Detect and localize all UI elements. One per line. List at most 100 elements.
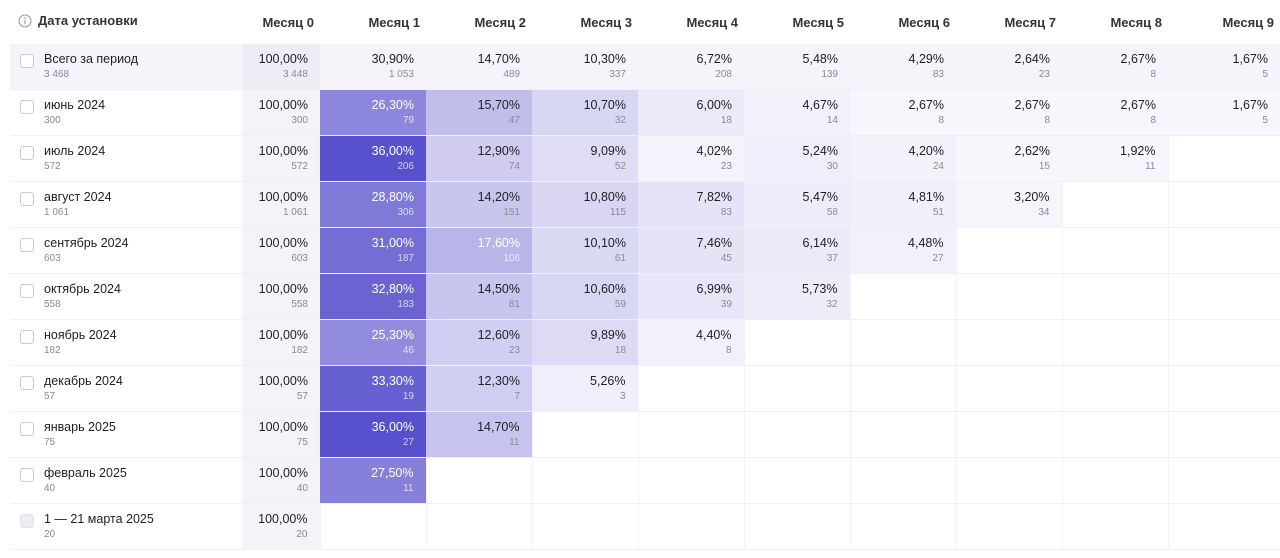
retention-cell[interactable]: 14,50% 81 [426,273,532,320]
row-checkbox[interactable] [20,146,34,160]
retention-cell[interactable]: 5,26% 3 [532,365,638,412]
retention-cell[interactable]: 6,14% 37 [744,227,850,274]
retention-cell[interactable]: 28,80% 306 [320,181,426,228]
retention-cell[interactable]: 5,73% 32 [744,273,850,320]
retention-cell[interactable]: 9,09% 52 [532,135,638,182]
month-header[interactable]: Месяц 9 [1222,14,1274,30]
retention-cell[interactable]: 10,60% 59 [532,273,638,320]
retention-cell[interactable]: 100,00% 558 [242,273,320,320]
row-checkbox[interactable] [20,54,34,68]
month-header[interactable]: Месяц 2 [474,14,526,30]
retention-cell[interactable]: 10,80% 115 [532,181,638,228]
retention-cell[interactable]: 3,20% 34 [956,181,1062,228]
retention-cell[interactable]: 31,00% 187 [320,227,426,274]
cohort-row[interactable]: сентябрь 2024 603 100,00% 603 31,00% 187 17,60… [10,227,1280,274]
install-date-header[interactable]: Дата установки [10,0,242,44]
retention-cell[interactable]: 5,48% 139 [744,44,850,90]
retention-cell[interactable]: 4,48% 27 [850,227,956,274]
retention-cell[interactable]: 10,70% 32 [532,89,638,136]
cohort-row[interactable]: январь 2025 75 100,00% 75 36,00% 27 14,70% 11 [10,411,1280,458]
retention-cell[interactable]: 26,30% 79 [320,89,426,136]
cohort-row[interactable]: июнь 2024 300 100,00% 300 26,30% 79 15,70% 47 10… [10,89,1280,136]
cohort-row[interactable]: июль 2024 572 100,00% 572 36,00% 206 12,90% 74 9… [10,135,1280,182]
retention-cell[interactable]: 2,67% 8 [956,89,1062,136]
retention-cell[interactable]: 100,00% 572 [242,135,320,182]
month-header[interactable]: Месяц 4 [686,14,738,30]
month-header[interactable]: Месяц 0 [262,14,314,30]
month-header[interactable]: Месяц 3 [580,14,632,30]
retention-cell[interactable]: 100,00% 20 [242,503,320,550]
retention-cell[interactable]: 10,30% 337 [532,44,638,90]
retention-cell[interactable]: 6,99% 39 [638,273,744,320]
retention-cell[interactable]: 9,89% 18 [532,319,638,366]
cohort-row[interactable]: октябрь 2024 558 100,00% 558 32,80% 183 14,50%… [10,273,1280,320]
retention-cell[interactable]: 4,81% 51 [850,181,956,228]
retention-cell[interactable]: 4,02% 23 [638,135,744,182]
row-checkbox[interactable] [20,330,34,344]
retention-cell[interactable]: 33,30% 19 [320,365,426,412]
retention-cell[interactable]: 14,70% 11 [426,411,532,458]
retention-cell[interactable]: 30,90% 1 053 [320,44,426,90]
month-header[interactable]: Месяц 1 [368,14,420,30]
total-row[interactable]: Всего за период 3 468 100,00% 3 448 30,90% 1 … [10,44,1280,90]
retention-cell[interactable]: 2,64% 23 [956,44,1062,90]
retention-cell[interactable]: 6,72% 208 [638,44,744,90]
month-header[interactable]: Месяц 6 [898,14,950,30]
row-checkbox[interactable] [20,100,34,114]
retention-cell[interactable]: 1,67% 5 [1168,89,1280,136]
retention-cell[interactable]: 10,10% 61 [532,227,638,274]
cohort-row[interactable]: 1 — 21 марта 2025 20 100,00% 20 [10,503,1280,550]
retention-cell[interactable]: 100,00% 75 [242,411,320,458]
retention-cell[interactable]: 100,00% 3 448 [242,44,320,90]
retention-cell[interactable]: 7,46% 45 [638,227,744,274]
retention-cell[interactable]: 4,29% 83 [850,44,956,90]
row-checkbox[interactable] [20,238,34,252]
retention-cell[interactable]: 15,70% 47 [426,89,532,136]
row-checkbox[interactable] [20,376,34,390]
row-checkbox[interactable] [20,192,34,206]
cohort-row[interactable]: февраль 2025 40 100,00% 40 27,50% 11 [10,457,1280,504]
cohort-row[interactable]: август 2024 1 061 100,00% 1 061 28,80% 306 14,… [10,181,1280,228]
retention-cell[interactable]: 12,30% 7 [426,365,532,412]
retention-cell[interactable]: 2,67% 8 [1062,44,1168,90]
retention-cell[interactable]: 17,60% 106 [426,227,532,274]
cohort-row[interactable]: ноябрь 2024 182 100,00% 182 25,30% 46 12,60% 23… [10,319,1280,366]
row-checkbox[interactable] [20,422,34,436]
cohort-name: декабрь 2024 [44,374,123,388]
retention-cell[interactable]: 1,67% 5 [1168,44,1280,90]
retention-cell[interactable]: 14,20% 151 [426,181,532,228]
retention-cell[interactable]: 5,47% 58 [744,181,850,228]
month-header[interactable]: Месяц 8 [1110,14,1162,30]
retention-cell[interactable]: 6,00% 18 [638,89,744,136]
retention-cell[interactable]: 100,00% 57 [242,365,320,412]
retention-cell[interactable]: 32,80% 183 [320,273,426,320]
row-checkbox[interactable] [20,468,34,482]
retention-cell[interactable]: 100,00% 603 [242,227,320,274]
retention-cell[interactable]: 5,24% 30 [744,135,850,182]
retention-cell[interactable]: 2,67% 8 [1062,89,1168,136]
month-header[interactable]: Месяц 5 [792,14,844,30]
cohort-row[interactable]: декабрь 2024 57 100,00% 57 33,30% 19 12,30% 7 5,… [10,365,1280,412]
retention-cell[interactable]: 4,67% 14 [744,89,850,136]
retention-cell[interactable]: 12,90% 74 [426,135,532,182]
retention-cell[interactable]: 36,00% 27 [320,411,426,458]
retention-cell[interactable]: 100,00% 40 [242,457,320,504]
info-icon[interactable] [18,13,32,31]
retention-cell[interactable]: 100,00% 300 [242,89,320,136]
retention-cell[interactable]: 4,40% 8 [638,319,744,366]
retention-cell[interactable]: 100,00% 1 061 [242,181,320,228]
retention-cell[interactable]: 2,67% 8 [850,89,956,136]
retention-cell[interactable]: 14,70% 489 [426,44,532,90]
retention-cell[interactable]: 12,60% 23 [426,319,532,366]
retention-cell[interactable]: 2,62% 15 [956,135,1062,182]
row-checkbox[interactable] [20,284,34,298]
retention-cell[interactable]: 1,92% 11 [1062,135,1168,182]
month-header[interactable]: Месяц 7 [1004,14,1056,30]
retention-cell[interactable]: 36,00% 206 [320,135,426,182]
retention-cell[interactable]: 27,50% 11 [320,457,426,504]
retention-cell[interactable]: 25,30% 46 [320,319,426,366]
retention-cell[interactable]: 100,00% 182 [242,319,320,366]
retention-cell[interactable]: 7,82% 83 [638,181,744,228]
retention-percent: 4,20% [908,144,944,158]
retention-cell[interactable]: 4,20% 24 [850,135,956,182]
